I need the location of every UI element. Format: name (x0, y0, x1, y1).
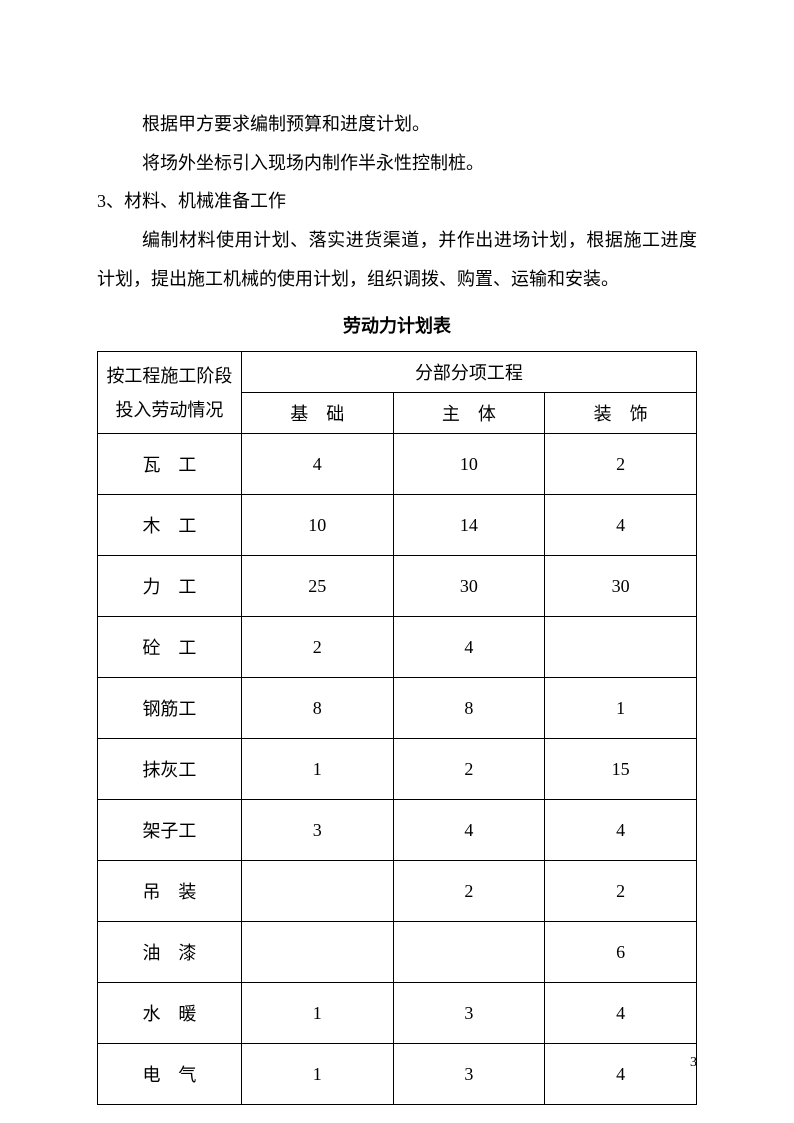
table-row: 水 暖 1 3 4 (98, 983, 697, 1044)
row-value (241, 861, 393, 922)
table-title: 劳动力计划表 (97, 312, 697, 338)
row-value: 15 (545, 739, 697, 800)
row-value: 4 (393, 800, 545, 861)
row-value: 8 (393, 678, 545, 739)
row-value (393, 922, 545, 983)
row-value: 30 (545, 556, 697, 617)
row-value (545, 617, 697, 678)
row-label: 水 暖 (98, 983, 242, 1044)
row-label: 力 工 (98, 556, 242, 617)
row-value: 2 (545, 434, 697, 495)
table-row: 瓦 工 4 10 2 (98, 434, 697, 495)
row-label: 吊 装 (98, 861, 242, 922)
row-value: 2 (545, 861, 697, 922)
table-row: 电 气 1 3 4 (98, 1044, 697, 1105)
table-column-2: 主 体 (393, 393, 545, 434)
row-value: 1 (241, 1044, 393, 1105)
row-value: 4 (545, 495, 697, 556)
row-value: 14 (393, 495, 545, 556)
paragraph-4: 编制材料使用计划、落实进货渠道，并作出进场计划，根据施工进度计划，提出施工机械的… (97, 221, 697, 298)
row-value: 2 (241, 617, 393, 678)
paragraph-2: 将场外坐标引入现场内制作半永性控制桩。 (97, 144, 697, 183)
row-label: 钢筋工 (98, 678, 242, 739)
row-value: 3 (393, 1044, 545, 1105)
page-number: 3 (690, 1055, 697, 1071)
row-value: 3 (241, 800, 393, 861)
table-row: 吊 装 2 2 (98, 861, 697, 922)
row-value (241, 922, 393, 983)
row-label: 电 气 (98, 1044, 242, 1105)
row-value: 4 (545, 1044, 697, 1105)
table-row: 木 工 10 14 4 (98, 495, 697, 556)
row-label: 抹灰工 (98, 739, 242, 800)
table-row: 抹灰工 1 2 15 (98, 739, 697, 800)
row-value: 25 (241, 556, 393, 617)
paragraph-3: 3、材料、机械准备工作 (97, 182, 697, 221)
table-header-right: 分部分项工程 (241, 352, 696, 393)
row-value: 6 (545, 922, 697, 983)
row-value: 1 (241, 983, 393, 1044)
row-label: 瓦 工 (98, 434, 242, 495)
row-value: 4 (393, 617, 545, 678)
table-row: 油 漆 6 (98, 922, 697, 983)
row-value: 3 (393, 983, 545, 1044)
row-label: 木 工 (98, 495, 242, 556)
row-value: 4 (241, 434, 393, 495)
labor-plan-table: 按工程施工阶段 投入劳动情况 分部分项工程 基 础 主 体 装 饰 瓦 工 4 … (97, 351, 697, 1105)
table-row: 力 工 25 30 30 (98, 556, 697, 617)
table-row: 钢筋工 8 8 1 (98, 678, 697, 739)
table-header-left-line2: 投入劳动情况 (98, 393, 241, 427)
table-row: 架子工 3 4 4 (98, 800, 697, 861)
row-value: 30 (393, 556, 545, 617)
row-value: 4 (545, 983, 697, 1044)
row-label: 油 漆 (98, 922, 242, 983)
row-value: 2 (393, 739, 545, 800)
row-value: 10 (393, 434, 545, 495)
table-header-left-line1: 按工程施工阶段 (98, 359, 241, 393)
table-row: 砼 工 2 4 (98, 617, 697, 678)
row-label: 架子工 (98, 800, 242, 861)
row-value: 4 (545, 800, 697, 861)
row-value: 8 (241, 678, 393, 739)
table-column-1: 基 础 (241, 393, 393, 434)
row-label: 砼 工 (98, 617, 242, 678)
row-value: 10 (241, 495, 393, 556)
row-value: 1 (241, 739, 393, 800)
row-value: 1 (545, 678, 697, 739)
table-header-left: 按工程施工阶段 投入劳动情况 (98, 352, 242, 434)
row-value: 2 (393, 861, 545, 922)
table-column-3: 装 饰 (545, 393, 697, 434)
paragraph-1: 根据甲方要求编制预算和进度计划。 (97, 105, 697, 144)
